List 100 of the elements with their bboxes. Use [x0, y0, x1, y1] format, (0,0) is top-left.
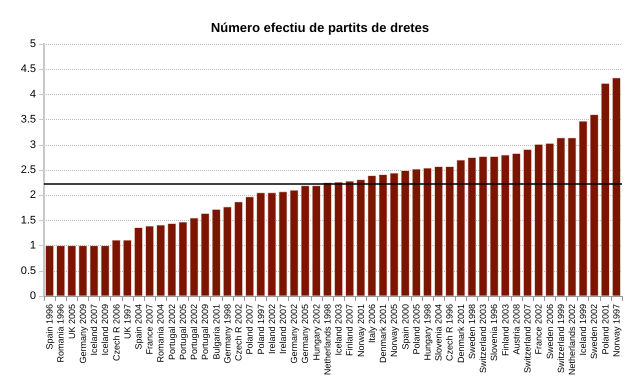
x-tick-label: Sweden 2006 [544, 304, 555, 360]
bar [401, 170, 410, 296]
bar [145, 226, 154, 296]
bar [223, 206, 232, 296]
bar [446, 166, 454, 296]
y-tick-label: 4 [30, 88, 36, 100]
x-tick-label: Iceland 1999 [578, 304, 588, 356]
bar [323, 182, 332, 296]
bar [312, 186, 320, 296]
bar [168, 223, 176, 296]
x-tick-label: Bulgaria 2001 [211, 304, 222, 360]
x-tick-label: UK 2005 [66, 304, 77, 340]
y-tick-label: 2 [30, 189, 36, 202]
x-tick-label: Spain 2000 [400, 304, 410, 350]
bar [512, 153, 521, 296]
bar [568, 138, 576, 296]
x-tick-label: Finland 2007 [344, 304, 355, 356]
bar [290, 190, 298, 296]
x-tick-label: Poland 2001 [600, 304, 610, 355]
x-tick-label: Spain 1996 [44, 304, 55, 350]
x-tick-label: Germany 2009 [78, 304, 88, 364]
x-tick-label: Portugal 2002 [189, 304, 200, 360]
x-tick-label: Denmark 2001 [456, 304, 466, 364]
x-tick-label: Norway 1997 [611, 304, 622, 358]
bar [112, 240, 120, 296]
bar [90, 246, 98, 296]
bar [501, 154, 510, 296]
x-tick-label: Poland 1997 [256, 304, 266, 355]
bar [301, 186, 310, 296]
bar [245, 196, 254, 296]
bar [556, 138, 566, 296]
bar [478, 156, 488, 296]
bar [78, 246, 88, 296]
x-tick-label: Portugal 2002 [166, 304, 177, 360]
y-tick-label: 0.5 [20, 264, 36, 277]
y-tick-label: 3.5 [20, 114, 36, 126]
x-tick-label: Ireland 2002 [266, 304, 277, 354]
x-tick-label: Germany 2005 [300, 304, 310, 364]
bar [423, 168, 432, 296]
bar [68, 246, 76, 296]
x-tick-label: Hungary 1998 [422, 304, 432, 361]
bar [523, 149, 532, 296]
bar [490, 156, 498, 296]
y-tick-label: 5 [30, 38, 36, 50]
bar [212, 209, 220, 296]
x-tick-label: Hungary 2002 [311, 304, 322, 361]
x-tick-label: Germany 2002 [289, 304, 300, 364]
bar [546, 143, 554, 296]
y-tick-label: 2.5 [20, 164, 36, 176]
bar [378, 174, 388, 296]
x-tick-label: Portugal 2005 [178, 304, 188, 360]
bar [134, 227, 143, 296]
x-tick-label: Austria 2008 [511, 304, 522, 355]
bar [346, 181, 354, 296]
bar [412, 168, 421, 296]
x-tick-label: France 2002 [534, 304, 544, 355]
bar [601, 83, 610, 296]
x-tick-label: Netherlands 2002 [566, 304, 577, 376]
bar [578, 121, 588, 296]
bar [278, 192, 288, 296]
bar [268, 192, 276, 296]
x-tick-label: Romania 1996 [56, 304, 66, 363]
x-tick-label: Denmark 2001 [378, 304, 388, 364]
bar [434, 166, 443, 296]
x-tick-label: Czech R 2006 [111, 304, 122, 362]
x-tick-label: Portugal 2009 [200, 304, 210, 360]
x-tick-label: Netherlands 1998 [322, 304, 332, 376]
bar [234, 202, 243, 296]
x-tick-label: Czech R 2002 [234, 304, 244, 362]
y-tick-label: 1 [30, 240, 36, 252]
x-tick-label: Poland 2007 [244, 304, 255, 355]
x-tick-label: Iceland 2003 [334, 304, 344, 356]
bar [100, 246, 110, 296]
bar [256, 192, 265, 296]
bar [456, 160, 465, 296]
bar [390, 173, 398, 296]
bar [590, 114, 598, 296]
bar [123, 240, 132, 296]
bar [334, 182, 343, 296]
bar [534, 144, 543, 296]
x-tick-label: Iceland 2007 [89, 304, 100, 356]
x-tick-label: Germany 1998 [222, 304, 232, 364]
x-tick-label: Switzerland 1999 [556, 304, 566, 374]
x-tick-label: Sweden 2002 [589, 304, 600, 360]
y-tick-label: 1.5 [20, 214, 36, 226]
x-tick-label: Switzerland 2007 [522, 304, 533, 374]
bar [612, 78, 621, 296]
bar [178, 222, 188, 296]
bar [468, 157, 476, 296]
y-tick-label: 3 [30, 138, 36, 151]
bar [201, 213, 210, 296]
x-tick-label: Switzerland 2003 [478, 304, 488, 374]
y-tick-label: 0 [30, 290, 36, 302]
x-tick-label: Ireland 2007 [278, 304, 288, 354]
x-tick-label: Italy 2006 [366, 304, 377, 344]
x-tick-label: UK 1997 [122, 304, 132, 340]
x-tick-label: Spain 2004 [133, 304, 144, 350]
x-tick-label: Czech R 1996 [444, 304, 455, 362]
chart-title: Número efectiu de partits de dretes [210, 20, 430, 35]
x-tick-label: Romania 2004 [156, 304, 166, 363]
